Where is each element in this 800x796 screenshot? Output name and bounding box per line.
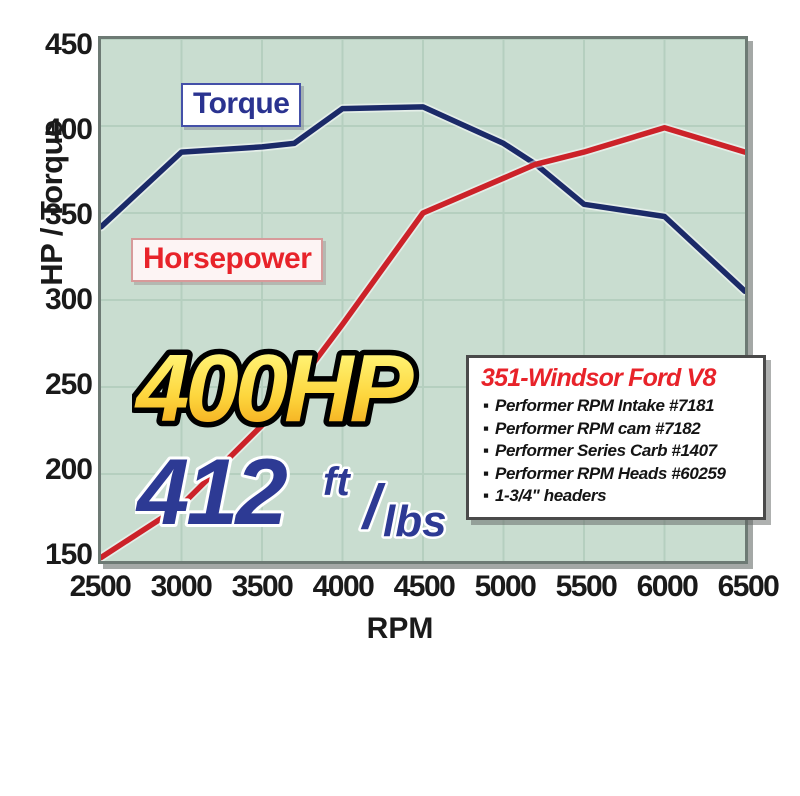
spec-title: 351-Windsor Ford V8 [481, 364, 716, 392]
y-tick-150: 150 [44, 538, 93, 571]
x-tick-4000: 4000 [312, 570, 375, 603]
y-tick-200: 200 [44, 453, 93, 486]
x-tick-5500: 5500 [555, 570, 618, 603]
spec-item-label: Performer RPM Intake #7181 [495, 396, 715, 415]
bullet-icon: ▪ [483, 441, 489, 461]
callout-hp-fill: 400HP [134, 337, 415, 442]
spec-item: ▪ Performer RPM Intake #7181 [481, 395, 753, 418]
x-tick-6500: 6500 [717, 570, 780, 603]
series-label-torque: Torque [181, 83, 302, 127]
callout-peak-horsepower: 400HP 400HP [129, 330, 462, 448]
x-tick-3500: 3500 [231, 570, 294, 603]
bullet-icon: ▪ [483, 463, 489, 483]
x-tick-4500: 4500 [393, 570, 456, 603]
bullet-icon: ▪ [483, 486, 489, 506]
callout-torque-svg: 412 ft / lbs [132, 436, 449, 549]
spec-list: ▪ Performer RPM Intake #7181 ▪ Performer RP… [481, 395, 753, 508]
x-tick-2500: 2500 [69, 570, 132, 603]
series-line-torque [101, 104, 745, 295]
callout-torque-unit-ft: ft [323, 460, 351, 504]
callout-peak-torque: 412 ft / lbs [132, 436, 465, 552]
x-tick-5000: 5000 [474, 570, 537, 603]
spec-legend-box: 351-Windsor Ford V8 ▪ Performer RPM Intak… [466, 355, 766, 521]
spec-item-label: Performer RPM Heads #60259 [495, 463, 726, 483]
x-axis-title: RPM [366, 612, 434, 645]
spec-item-label: 1-3/4" headers [495, 486, 607, 506]
spec-item-label: Performer Series Carb #1407 [495, 441, 717, 461]
y-tick-350: 350 [44, 198, 93, 231]
callout-torque-unit-lbs: lbs [383, 497, 447, 546]
spec-item: ▪ 1-3/4" headers [481, 485, 753, 508]
y-axis-tick-labels: 450 400 350 300 250 200 150 [0, 0, 93, 596]
y-tick-250: 250 [44, 368, 93, 401]
x-tick-3000: 3000 [150, 570, 213, 603]
y-tick-400: 400 [44, 113, 93, 146]
bullet-icon: ▪ [483, 396, 489, 415]
spec-item: ▪ Performer Series Carb #1407 [481, 440, 753, 463]
spec-item: ▪ Performer RPM Heads #60259 [481, 463, 753, 486]
spec-item-label: Performer RPM cam #7182 [495, 418, 701, 438]
series-label-horsepower: Horsepower [131, 238, 324, 282]
bullet-icon: ▪ [483, 418, 489, 438]
series-line-horsepower [101, 124, 745, 561]
x-tick-6000: 6000 [636, 570, 699, 603]
y-tick-300: 300 [44, 283, 93, 316]
callout-torque-number: 412 [135, 440, 288, 544]
y-tick-450: 450 [44, 28, 93, 61]
spec-item: ▪ Performer RPM cam #7182 [481, 418, 753, 441]
callout-hp-outline: 400HP [134, 337, 415, 442]
data-series-group [101, 102, 745, 561]
callout-hp-svg: 400HP 400HP [129, 330, 425, 448]
